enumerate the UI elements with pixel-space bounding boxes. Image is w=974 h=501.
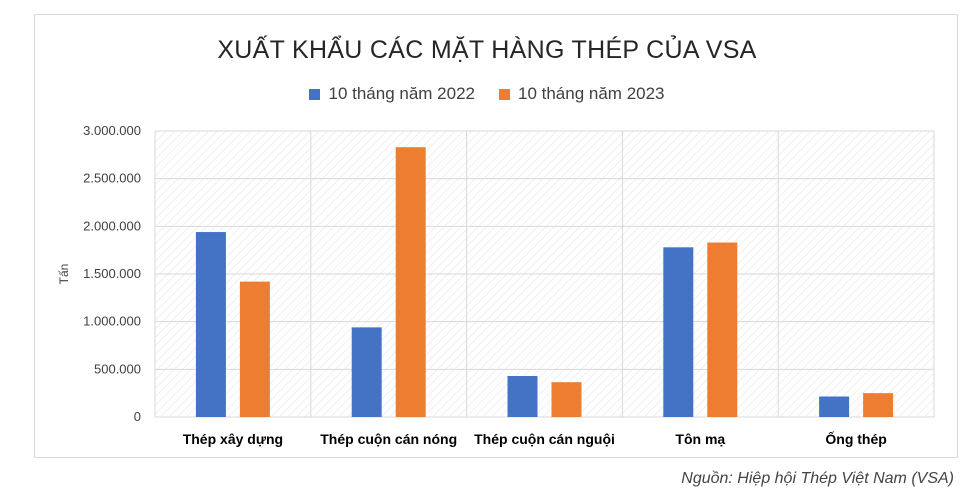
y-tick-label: 1.500.000	[83, 266, 141, 281]
bar-2023	[707, 242, 738, 417]
chart-title: XUẤT KHẨU CÁC MẶT HÀNG THÉP CỦA VSA	[217, 36, 757, 64]
bar-2022	[507, 376, 538, 417]
x-tick-label: Thép cuộn cán nóng	[320, 431, 457, 447]
legend-item-2023: 10 tháng năm 2023	[499, 84, 665, 104]
bar-2022	[663, 247, 694, 417]
bar-2023	[551, 382, 582, 417]
y-tick-label: 3.000.000	[83, 123, 141, 138]
chart-legend: 10 tháng năm 2022 10 tháng năm 2023	[0, 84, 974, 104]
y-axis-label: Tấn	[57, 264, 71, 285]
x-tick-label: Thép xây dựng	[183, 431, 283, 447]
bar-2022	[195, 232, 226, 417]
x-tick-label: Tôn mạ	[675, 431, 725, 447]
y-tick-label: 2.000.000	[83, 218, 141, 233]
bar-2023	[239, 281, 270, 417]
y-tick-label: 1.000.000	[83, 314, 141, 329]
y-tick-label: 2.500.000	[83, 171, 141, 186]
bar-2023	[863, 393, 894, 417]
legend-item-2022: 10 tháng năm 2022	[309, 84, 475, 104]
legend-swatch-2022	[309, 88, 321, 100]
x-tick-label: Thép cuộn cán nguội	[474, 431, 615, 447]
bar-2022	[819, 396, 850, 417]
y-tick-label: 500.000	[94, 361, 141, 376]
legend-swatch-2023	[499, 88, 510, 100]
bar-2023	[395, 147, 426, 417]
legend-label-2022: 10 tháng năm 2022	[328, 84, 475, 103]
y-tick-label: 0	[134, 409, 141, 424]
legend-label-2023: 10 tháng năm 2023	[518, 84, 665, 103]
bar-2022	[351, 327, 382, 417]
x-tick-label: Ống thép	[825, 430, 886, 447]
source-note: Nguồn: Hiệp hội Thép Việt Nam (VSA)	[681, 470, 954, 487]
